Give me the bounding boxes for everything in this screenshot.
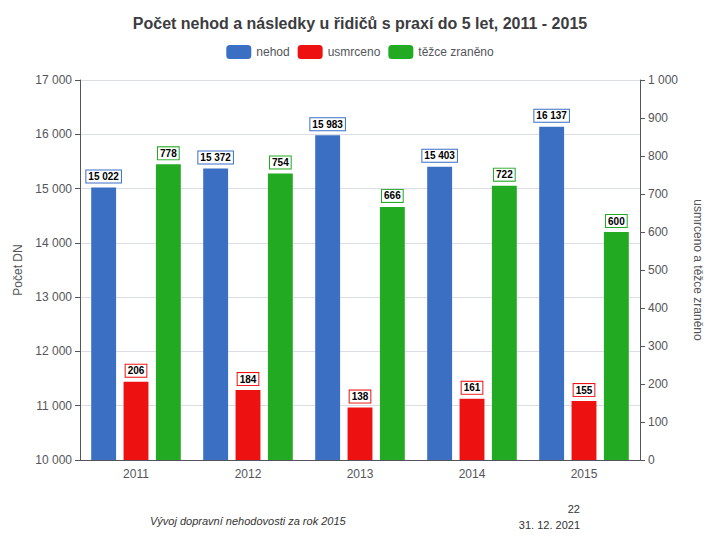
svg-text:usmrceno a těžce zraněno: usmrceno a těžce zraněno [691, 199, 705, 341]
svg-text:22: 22 [568, 503, 580, 515]
svg-text:800: 800 [648, 149, 668, 163]
svg-text:206: 206 [128, 365, 145, 376]
svg-text:15 022: 15 022 [88, 171, 119, 182]
svg-text:722: 722 [496, 169, 513, 180]
svg-text:1 000: 1 000 [648, 73, 678, 87]
svg-text:těžce zraněno: těžce zraněno [418, 45, 494, 59]
svg-text:778: 778 [160, 148, 177, 159]
svg-text:16 000: 16 000 [35, 127, 72, 141]
svg-text:Počet nehod a následky u řidič: Počet nehod a následky u řidičů s praxí … [133, 15, 588, 32]
svg-text:138: 138 [352, 391, 369, 402]
svg-text:2014: 2014 [459, 467, 486, 481]
svg-text:usmrceno: usmrceno [328, 45, 381, 59]
svg-text:2012: 2012 [235, 467, 262, 481]
svg-text:0: 0 [648, 453, 655, 467]
svg-text:10 000: 10 000 [35, 453, 72, 467]
svg-text:100: 100 [648, 415, 668, 429]
svg-text:184: 184 [240, 374, 257, 385]
svg-text:Počet DN: Počet DN [11, 244, 25, 295]
svg-text:161: 161 [464, 382, 481, 393]
svg-text:900: 900 [648, 111, 668, 125]
svg-text:11 000: 11 000 [36, 399, 72, 413]
svg-text:15 372: 15 372 [200, 152, 231, 163]
svg-text:16 137: 16 137 [536, 110, 567, 121]
svg-text:300: 300 [648, 339, 668, 353]
svg-text:500: 500 [648, 263, 668, 277]
svg-text:15 983: 15 983 [312, 119, 343, 130]
svg-text:2013: 2013 [347, 467, 374, 481]
svg-text:15 000: 15 000 [35, 182, 72, 196]
svg-text:15 403: 15 403 [424, 150, 455, 161]
svg-text:155: 155 [576, 385, 593, 396]
svg-text:600: 600 [648, 225, 668, 239]
svg-text:2011: 2011 [123, 467, 149, 481]
svg-text:200: 200 [648, 377, 668, 391]
svg-text:nehod: nehod [256, 45, 289, 59]
svg-text:700: 700 [648, 187, 668, 201]
svg-text:12 000: 12 000 [35, 344, 72, 358]
svg-text:400: 400 [648, 301, 668, 315]
svg-text:13 000: 13 000 [35, 290, 72, 304]
svg-text:2015: 2015 [571, 467, 598, 481]
svg-text:666: 666 [384, 190, 401, 201]
svg-text:600: 600 [608, 216, 625, 227]
svg-text:31. 12. 2021: 31. 12. 2021 [519, 519, 580, 531]
svg-text:754: 754 [272, 157, 289, 168]
svg-text:Vývoj dopravní nehodovosti za: Vývoj dopravní nehodovosti za rok 2015 [150, 515, 347, 527]
svg-text:17 000: 17 000 [35, 73, 72, 87]
svg-text:14 000: 14 000 [35, 236, 72, 250]
